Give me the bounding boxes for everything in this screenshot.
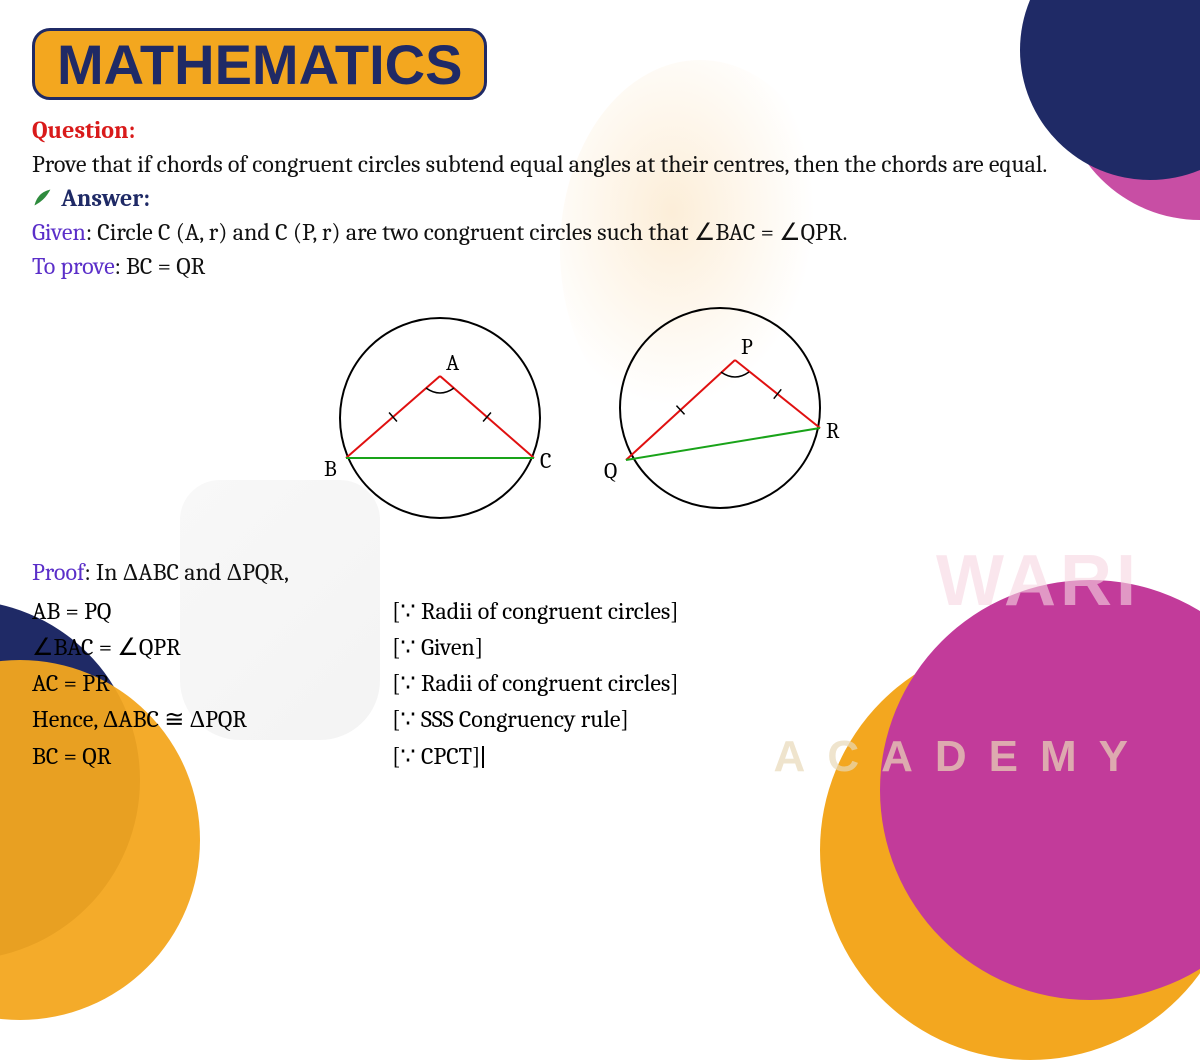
page-title: MATHEMATICS xyxy=(57,37,462,93)
proof-table: AB = PQ[∵ Radii of congruent circles]∠BA… xyxy=(32,593,679,774)
svg-text:C: C xyxy=(540,448,551,474)
proof-reason: [∵ Radii of congruent circles] xyxy=(392,593,679,629)
question-text: Prove that if chords of congruent circle… xyxy=(32,150,1168,178)
proof-intro-text: : In ΔABC and ΔPQR, xyxy=(85,558,289,586)
svg-text:R: R xyxy=(826,418,840,444)
answer-label: Answer: xyxy=(61,184,150,212)
given-line: Given: Circle C (A, r) and C (P, r) are … xyxy=(32,218,1168,246)
question-line: Question: xyxy=(32,116,1168,144)
toprove-text: : BC = QR xyxy=(115,252,206,280)
proof-intro: Proof: In ΔABC and ΔPQR, xyxy=(32,558,1168,587)
feather-icon xyxy=(32,186,52,206)
proof-keyword: Proof xyxy=(32,558,85,586)
proof-statement: AC = PR xyxy=(32,665,392,701)
proof-statement: AB = PQ xyxy=(32,593,392,629)
toprove-keyword: To prove xyxy=(32,252,115,280)
proof-reason: [∵ Given] xyxy=(392,629,679,665)
proof-row: AC = PR[∵ Radii of congruent circles] xyxy=(32,665,679,701)
proof-reason: [∵ SSS Congruency rule] xyxy=(392,701,679,738)
proof-reason: [∵ Radii of congruent circles] xyxy=(392,665,679,701)
proof-reason: [∵ CPCT] xyxy=(392,738,679,774)
proof-statement: ∠BAC = ∠QPR xyxy=(32,629,392,665)
diagram-container: A B C P Q R xyxy=(32,298,1168,532)
proof-row: AB = PQ[∵ Radii of congruent circles] xyxy=(32,593,679,629)
answer-line: Answer: xyxy=(32,184,1168,212)
proof-row: BC = QR[∵ CPCT] xyxy=(32,738,679,774)
question-label: Question: xyxy=(32,116,135,144)
circles-diagram: A B C P Q R xyxy=(310,298,890,528)
title-box: MATHEMATICS xyxy=(32,28,487,100)
proof-row: ∠BAC = ∠QPR[∵ Given] xyxy=(32,629,679,665)
svg-text:P: P xyxy=(741,334,753,360)
svg-text:B: B xyxy=(324,456,337,482)
given-text: : Circle C (A, r) and C (P, r) are two c… xyxy=(86,218,848,246)
proof-statement: Hence, ΔABC ≅ ΔPQR xyxy=(32,701,392,738)
svg-text:Q: Q xyxy=(604,458,617,484)
proof-statement: BC = QR xyxy=(32,738,392,774)
proof-row: Hence, ΔABC ≅ ΔPQR[∵ SSS Congruency rule… xyxy=(32,701,679,738)
text-cursor xyxy=(482,746,484,768)
given-keyword: Given xyxy=(32,218,86,246)
toprove-line: To prove: BC = QR xyxy=(32,252,1168,280)
svg-text:A: A xyxy=(446,350,460,376)
